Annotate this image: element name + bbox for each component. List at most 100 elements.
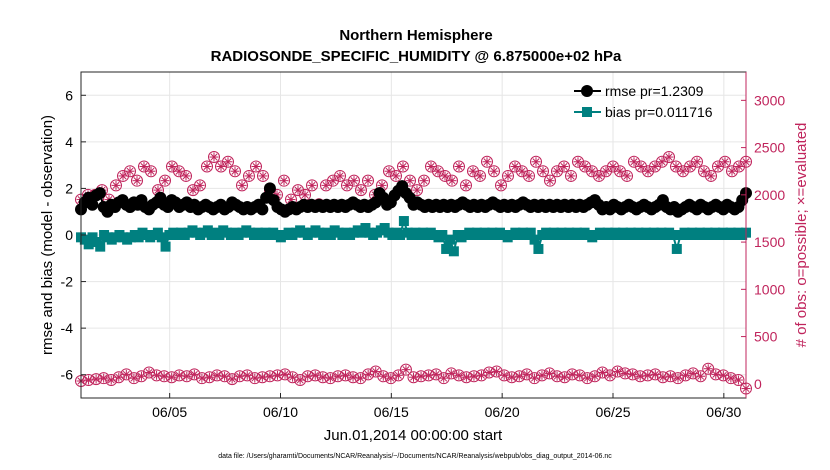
obs-lower-cross (629, 370, 637, 378)
obs-lower-circle (671, 372, 684, 385)
obs-lower-marker (392, 369, 405, 382)
x-tick-label: 06/25 (595, 404, 630, 420)
obs-upper-marker (523, 169, 535, 182)
obs-lower-circle (188, 368, 201, 381)
obs-upper-marker (537, 165, 549, 178)
left-tick-label: 6 (65, 87, 73, 103)
obs-lower-marker (460, 371, 473, 384)
obs-lower-marker (430, 368, 443, 381)
obs-upper-cross (245, 172, 253, 180)
obs-lower-circle (603, 369, 616, 382)
obs-lower-marker (498, 369, 511, 382)
obs-upper-marker (719, 155, 731, 168)
obs-upper-cross (630, 158, 638, 166)
obs-lower-circle (135, 370, 148, 383)
obs-lower-marker (551, 370, 564, 383)
bias-point (533, 243, 544, 254)
obs-lower-circle (717, 369, 730, 382)
obs-upper-circle (446, 174, 458, 187)
obs-lower-marker (566, 368, 579, 381)
obs-lower-circle (158, 370, 171, 383)
obs-upper-cross (511, 162, 519, 170)
obs-upper-circle (705, 169, 717, 182)
obs-lower-cross (455, 371, 463, 379)
obs-lower-circle (467, 370, 480, 383)
obs-upper-circle (229, 165, 241, 178)
x-axis-label: Jun.01,2014 00:00:00 start (324, 427, 503, 444)
obs-upper-marker (229, 165, 241, 178)
bias-point (525, 227, 536, 238)
obs-upper-cross (140, 162, 148, 170)
obs-upper-circle (733, 160, 745, 173)
obs-lower-marker (724, 372, 737, 385)
obs-lower-cross (145, 368, 153, 376)
obs-lower-marker (377, 370, 390, 383)
obs-lower-circle (520, 368, 533, 381)
obs-lower-circle (634, 370, 647, 383)
obs-lower-cross (122, 370, 130, 378)
obs-lower-cross (614, 368, 622, 376)
legend-bias-marker (582, 107, 592, 117)
obs-lower-marker (331, 370, 344, 383)
obs-upper-marker (607, 160, 619, 173)
obs-lower-marker (671, 372, 684, 385)
obs-lower-circle (384, 372, 397, 385)
obs-upper-cross (581, 162, 589, 170)
obs-lower-marker (180, 370, 193, 383)
obs-upper-marker (474, 169, 486, 182)
obs-upper-marker (691, 155, 703, 168)
obs-upper-marker (544, 174, 556, 187)
obs-upper-circle (635, 160, 647, 173)
obs-lower-circle (218, 370, 231, 383)
obs-upper-circle (642, 165, 654, 178)
obs-upper-circle (411, 184, 423, 197)
obs-upper-marker (257, 169, 269, 182)
obs-lower-cross (712, 370, 720, 378)
obs-upper-circle (383, 165, 395, 178)
obs-upper-circle (355, 184, 367, 197)
rmse-point (86, 198, 99, 211)
obs-upper-marker (334, 169, 346, 182)
obs-upper-marker (362, 174, 374, 187)
obs-lower-marker (687, 367, 700, 380)
obs-upper-circle (481, 155, 493, 168)
obs-lower-marker (211, 369, 224, 382)
obs-upper-cross (462, 181, 470, 189)
obs-lower-cross (719, 371, 727, 379)
obs-upper-marker (530, 155, 542, 168)
obs-upper-marker (621, 169, 633, 182)
obs-upper-circle (509, 160, 521, 173)
obs-upper-marker (124, 165, 136, 178)
obs-upper-circle (362, 174, 374, 187)
obs-upper-circle (236, 179, 248, 192)
obs-lower-marker (558, 371, 571, 384)
obs-upper-cross (259, 172, 267, 180)
obs-lower-circle (656, 371, 669, 384)
obs-upper-marker (656, 155, 668, 168)
obs-upper-marker (341, 179, 353, 192)
obs-lower-marker (407, 371, 420, 384)
obs-lower-circle (226, 373, 239, 386)
obs-lower-marker (702, 362, 715, 375)
obs-lower-cross (493, 368, 501, 376)
obs-upper-marker (166, 160, 178, 173)
obs-upper-marker (201, 160, 213, 173)
obs-lower-cross (666, 372, 674, 380)
obs-upper-cross (525, 172, 533, 180)
obs-upper-circle (222, 155, 234, 168)
obs-lower-marker (195, 372, 208, 385)
obs-upper-marker (502, 169, 514, 182)
obs-upper-circle (614, 165, 626, 178)
obs-lower-marker (150, 369, 163, 382)
obs-upper-circle (698, 165, 710, 178)
obs-upper-circle (656, 155, 668, 168)
obs-upper-circle (649, 160, 661, 173)
obs-upper-marker (509, 160, 521, 173)
obs-upper-marker (236, 179, 248, 192)
obs-upper-cross (539, 167, 547, 175)
obs-lower-marker (490, 365, 503, 378)
obs-upper-marker (110, 179, 122, 192)
obs-lower-circle (596, 366, 609, 379)
obs-upper-marker (117, 169, 129, 182)
obs-lower-cross (289, 373, 297, 381)
